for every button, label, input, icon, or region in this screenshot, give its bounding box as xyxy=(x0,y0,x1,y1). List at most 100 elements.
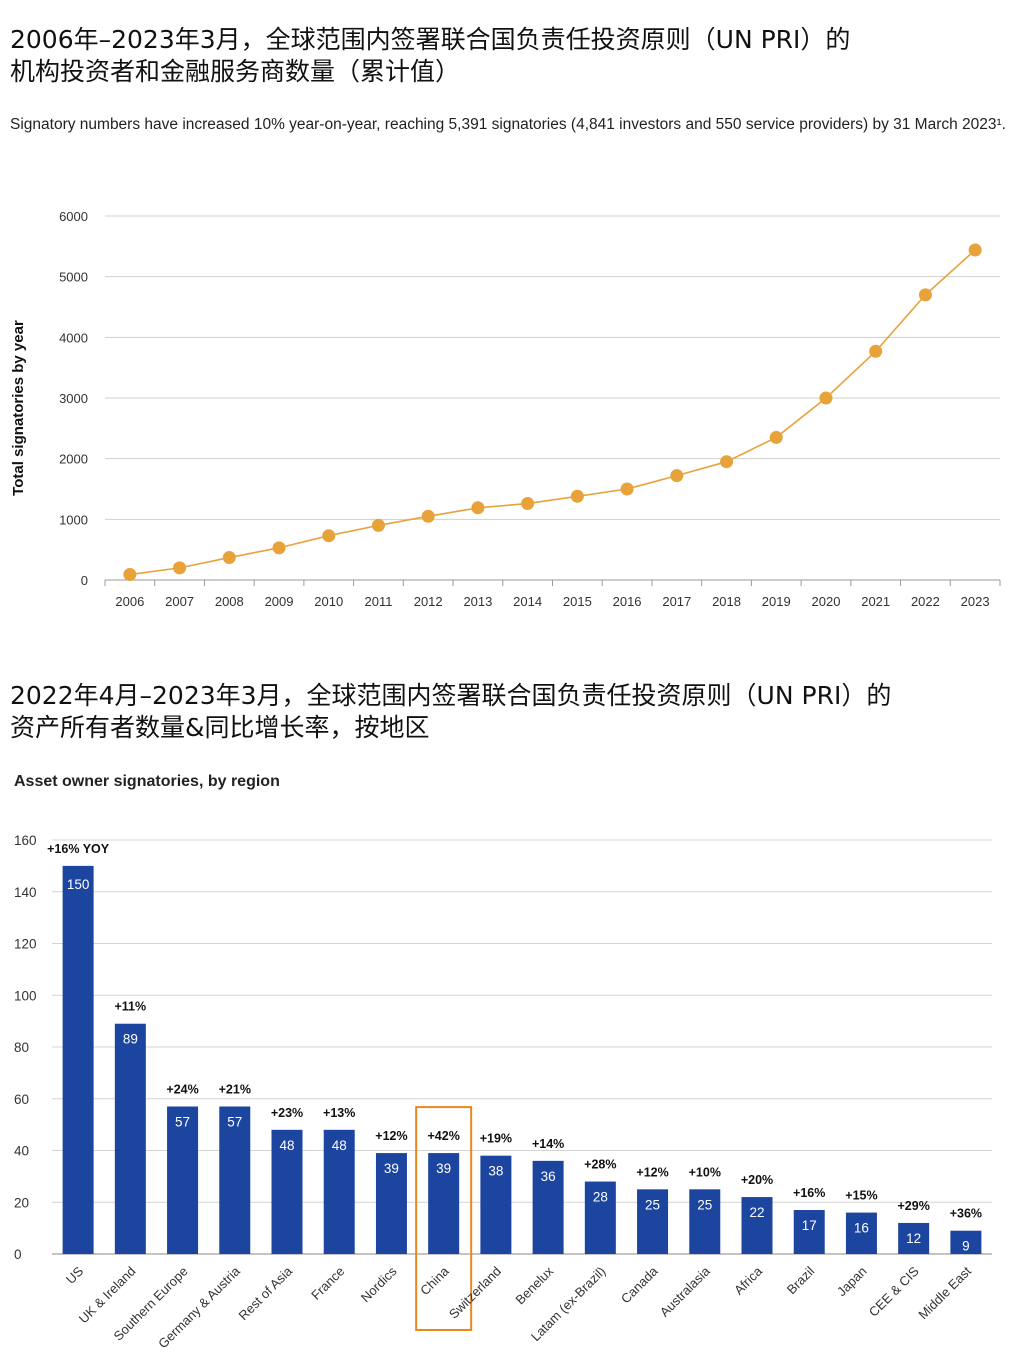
bar-value-label: 57 xyxy=(175,1115,190,1130)
data-point xyxy=(670,469,684,483)
y-tick-label: 120 xyxy=(14,937,37,952)
y-tick-label: 3000 xyxy=(59,391,88,406)
x-tick-label: France xyxy=(308,1264,347,1303)
bar-value-label: 38 xyxy=(488,1164,503,1179)
data-point xyxy=(272,541,286,555)
data-point xyxy=(720,455,734,469)
bar-value-label: 22 xyxy=(749,1205,764,1220)
bar xyxy=(845,1212,877,1254)
x-tick-label: Switzerland xyxy=(446,1264,504,1322)
growth-label: +42% xyxy=(428,1129,460,1143)
line-chart: 0 1000 2000 3000 4000 5000 6000 2006 2007 2008 200… xyxy=(10,209,1001,609)
bar-value-label: 39 xyxy=(384,1161,399,1176)
growth-label: +21% xyxy=(219,1083,251,1097)
growth-label: +20% xyxy=(741,1173,773,1187)
bar xyxy=(323,1129,355,1254)
line-chart-title: 2006年–2023年3月，全球范围内签署联合国负责任投资原则（UN PRI）的… xyxy=(10,25,851,86)
x-tick-label: Benelux xyxy=(512,1263,556,1307)
x-tick-label: 2018 xyxy=(712,594,741,609)
y-axis-label: Total signatories by year xyxy=(10,320,27,496)
growth-label: +12% xyxy=(375,1129,407,1143)
bar xyxy=(793,1210,825,1254)
x-tick-label: US xyxy=(63,1263,87,1287)
x-tick-label: Africa xyxy=(731,1263,766,1298)
x-tick-label: 2013 xyxy=(463,594,492,609)
bar-value-label: 36 xyxy=(541,1169,556,1184)
x-tick-label: Japan xyxy=(834,1264,870,1300)
x-tick-label: CEE & CIS xyxy=(866,1263,922,1319)
bar-value-label: 25 xyxy=(697,1197,712,1212)
bar-value-label: 17 xyxy=(802,1218,817,1233)
bar-value-label: 150 xyxy=(67,877,90,892)
x-tick-label: 2021 xyxy=(861,594,890,609)
x-tick-label: 2017 xyxy=(662,594,691,609)
growth-label: +29% xyxy=(898,1199,930,1213)
growth-label: +16% xyxy=(793,1186,825,1200)
bar xyxy=(62,865,94,1254)
bar xyxy=(950,1230,982,1254)
growth-label: +14% xyxy=(532,1137,564,1151)
bar-value-label: 89 xyxy=(123,1032,138,1047)
bar xyxy=(219,1106,251,1254)
y-tick-label: 0 xyxy=(81,573,88,588)
growth-label: +36% xyxy=(950,1207,982,1221)
bar xyxy=(480,1155,512,1254)
growth-label: +12% xyxy=(636,1165,668,1179)
y-tick-label: 2000 xyxy=(59,452,88,467)
y-tick-label: 6000 xyxy=(59,209,88,224)
y-tick-label: 20 xyxy=(14,1195,29,1210)
bar xyxy=(637,1189,669,1254)
data-point xyxy=(222,551,236,565)
y-tick-label: 40 xyxy=(14,1144,29,1159)
bar xyxy=(532,1160,564,1254)
growth-label: +28% xyxy=(584,1158,616,1172)
x-tick-label: 2011 xyxy=(364,594,392,609)
y-tick-label: 160 xyxy=(14,833,37,848)
x-tick-label: 2010 xyxy=(314,594,343,609)
y-tick-label: 4000 xyxy=(59,330,88,345)
data-point xyxy=(570,489,584,503)
bar-value-label: 28 xyxy=(593,1190,608,1205)
bar-chart-subtitle: Asset owner signatories, by region xyxy=(14,773,280,790)
bar xyxy=(428,1153,460,1254)
data-point xyxy=(521,497,535,511)
bar-value-label: 25 xyxy=(645,1197,660,1212)
bar xyxy=(271,1129,303,1254)
data-point xyxy=(322,529,336,543)
bar-value-label: 16 xyxy=(854,1221,869,1236)
y-tick-label: 0 xyxy=(14,1247,22,1262)
x-tick-label: 2006 xyxy=(115,594,144,609)
growth-label: +13% xyxy=(323,1106,355,1120)
bar xyxy=(741,1197,773,1254)
x-tick-label: Rest of Asia xyxy=(235,1263,295,1323)
x-tick-label: 2020 xyxy=(812,594,841,609)
bar-value-label: 9 xyxy=(962,1239,970,1254)
x-tick-label: 2009 xyxy=(265,594,294,609)
data-point xyxy=(918,288,932,302)
x-tick-label: 2016 xyxy=(613,594,642,609)
x-tick-label: 2019 xyxy=(762,594,791,609)
data-point xyxy=(968,243,982,257)
x-tick-label: Nordics xyxy=(358,1263,400,1305)
bar xyxy=(114,1023,146,1254)
data-point xyxy=(769,430,783,444)
data-point xyxy=(173,561,187,575)
series-line xyxy=(129,249,976,576)
y-tick-label: 80 xyxy=(14,1040,29,1055)
bar-value-label: 48 xyxy=(332,1138,347,1153)
x-tick-label: 2008 xyxy=(215,594,244,609)
x-tick-label: Middle East xyxy=(915,1263,974,1322)
bar-value-label: 39 xyxy=(436,1161,451,1176)
x-tick-label: China xyxy=(417,1263,452,1298)
data-point xyxy=(819,391,833,405)
growth-label: +15% xyxy=(845,1189,877,1203)
bar xyxy=(898,1222,930,1254)
data-point xyxy=(421,509,435,523)
x-tick-label: Canada xyxy=(618,1263,661,1306)
bar-value-label: 57 xyxy=(227,1115,242,1130)
growth-label: +11% xyxy=(115,1000,147,1014)
x-tick-label: Brazil xyxy=(784,1263,818,1297)
growth-label: +19% xyxy=(480,1132,512,1146)
growth-label: +23% xyxy=(271,1106,303,1120)
data-point xyxy=(620,482,634,496)
